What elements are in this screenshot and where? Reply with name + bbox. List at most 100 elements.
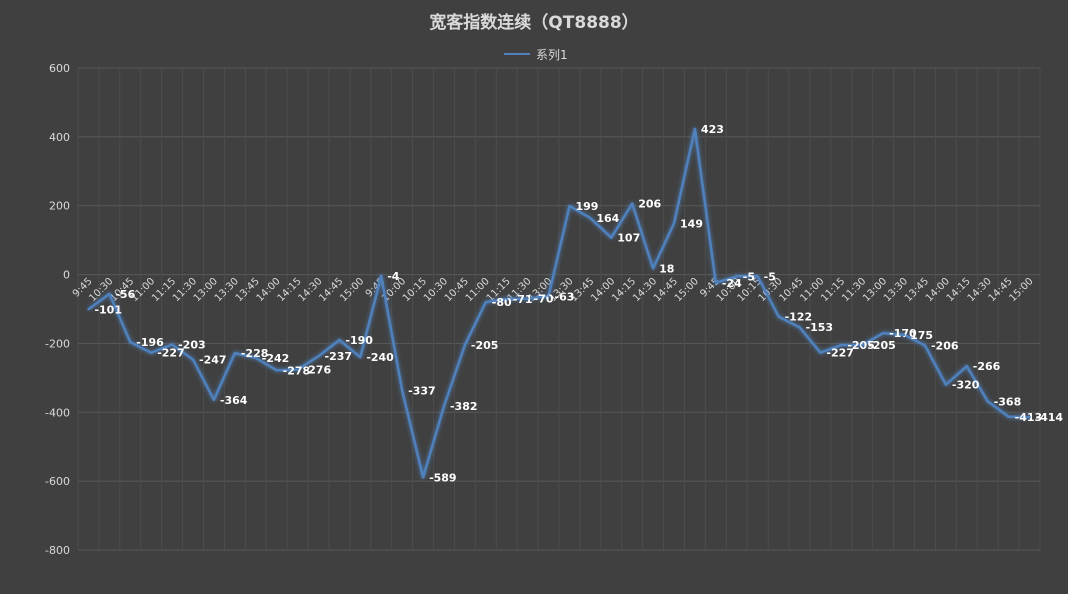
data-point xyxy=(338,338,341,342)
data-point xyxy=(568,204,571,208)
data-label: -24 xyxy=(722,277,742,290)
data-label: 18 xyxy=(659,262,674,275)
y-tick-label: 400 xyxy=(49,131,70,144)
x-tick-label: 15:00 xyxy=(1008,276,1036,304)
data-label: 199 xyxy=(575,200,598,213)
data-point xyxy=(191,358,195,361)
data-point xyxy=(421,476,425,479)
data-point xyxy=(1028,415,1031,419)
legend-label: 系列1 xyxy=(536,47,568,62)
data-label: -206 xyxy=(931,339,959,352)
data-label: -368 xyxy=(994,395,1022,408)
data-label: -227 xyxy=(157,347,185,360)
data-point xyxy=(296,368,299,371)
data-point xyxy=(610,236,613,239)
data-point xyxy=(254,356,257,360)
data-label: 423 xyxy=(701,123,724,136)
data-point xyxy=(108,292,111,296)
data-label: -242 xyxy=(262,352,290,365)
data-point xyxy=(129,340,132,344)
data-point xyxy=(735,275,738,278)
data-label: 206 xyxy=(638,198,661,211)
data-point xyxy=(359,356,362,359)
data-label: -382 xyxy=(450,400,478,413)
data-label: -205 xyxy=(847,339,875,352)
data-point xyxy=(400,389,404,392)
data-point xyxy=(526,297,529,300)
data-point xyxy=(819,351,822,354)
x-tick-label: 15:00 xyxy=(673,276,701,304)
y-tick-label: -400 xyxy=(45,406,70,419)
data-point xyxy=(777,315,780,318)
data-label: 107 xyxy=(617,232,640,245)
data-label: -71 xyxy=(513,293,533,306)
data-label: -337 xyxy=(408,385,436,398)
data-point xyxy=(170,343,174,346)
y-tick-label: 0 xyxy=(63,269,70,282)
data-label: -4 xyxy=(387,270,400,283)
y-tick-label: 200 xyxy=(49,200,70,213)
data-label: -203 xyxy=(178,338,206,351)
data-point xyxy=(672,222,676,225)
data-label: -153 xyxy=(806,321,834,334)
data-label: -240 xyxy=(366,351,394,364)
data-point xyxy=(714,281,718,285)
data-point xyxy=(380,274,383,278)
data-label: -190 xyxy=(345,334,373,347)
data-label: -364 xyxy=(220,394,248,407)
data-point xyxy=(840,343,843,347)
data-point xyxy=(756,275,759,278)
data-label: -80 xyxy=(492,296,512,309)
data-point xyxy=(275,369,278,372)
data-point xyxy=(149,351,153,354)
data-point xyxy=(965,364,969,368)
x-tick-label: 15:00 xyxy=(338,276,366,304)
data-label: -101 xyxy=(94,303,122,316)
data-label: 164 xyxy=(596,212,619,225)
legend-swatch xyxy=(504,53,530,55)
data-label: -266 xyxy=(973,360,1001,373)
data-label: -122 xyxy=(785,311,813,324)
data-label: -56 xyxy=(115,288,135,301)
chart-title: 宽客指数连续（QT8888） xyxy=(429,13,639,33)
data-point xyxy=(233,351,237,355)
data-label: -228 xyxy=(241,347,269,360)
data-point xyxy=(484,300,488,304)
data-point xyxy=(986,400,989,403)
data-point xyxy=(651,267,655,270)
data-label: -227 xyxy=(826,347,854,360)
data-label: -320 xyxy=(952,379,980,392)
y-tick-label: -800 xyxy=(45,544,70,557)
data-point xyxy=(630,202,634,205)
data-point xyxy=(547,295,550,298)
data-label: -170 xyxy=(889,327,917,340)
data-label: -237 xyxy=(325,350,353,363)
data-point xyxy=(317,354,320,358)
data-label: -205 xyxy=(868,339,896,352)
data-point xyxy=(798,326,801,329)
data-label: -276 xyxy=(304,364,332,377)
data-label: -63 xyxy=(555,290,575,303)
y-tick-label: 600 xyxy=(49,62,70,75)
data-label: -247 xyxy=(199,354,227,367)
data-point xyxy=(923,344,927,347)
data-point xyxy=(212,398,216,402)
data-point xyxy=(1007,415,1010,418)
data-label: -196 xyxy=(136,336,164,349)
data-point xyxy=(589,216,592,220)
data-label: -205 xyxy=(471,339,499,352)
data-point xyxy=(693,127,697,131)
data-label: -589 xyxy=(429,471,457,484)
y-tick-label: -600 xyxy=(45,475,70,488)
data-point xyxy=(87,308,90,311)
data-point xyxy=(442,404,446,408)
data-label: 149 xyxy=(680,217,703,230)
data-point xyxy=(902,333,906,337)
data-point xyxy=(463,343,467,347)
data-point xyxy=(944,383,948,386)
data-label: -5 xyxy=(764,270,776,283)
series-line xyxy=(87,127,1030,479)
data-label: -278 xyxy=(283,364,311,377)
data-point xyxy=(505,297,508,301)
